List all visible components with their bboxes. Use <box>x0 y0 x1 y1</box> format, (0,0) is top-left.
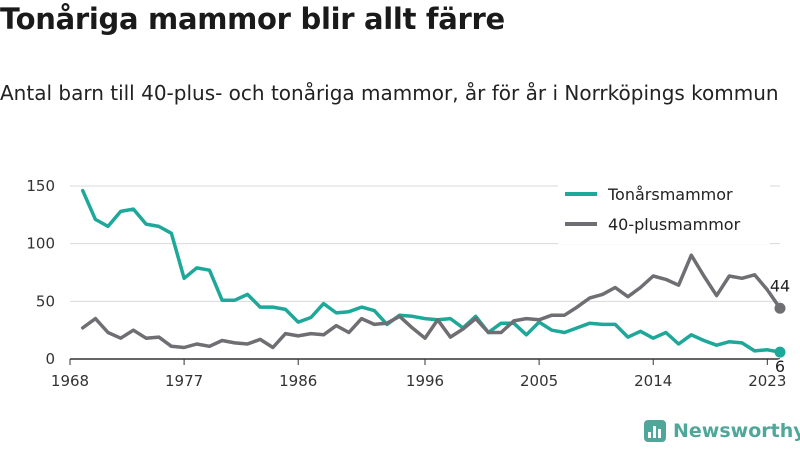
y-tick-label-50: 50 <box>36 292 55 310</box>
page-title: Tonåriga mammor blir allt färre <box>0 2 505 36</box>
y-tick-label-100: 100 <box>26 235 55 253</box>
endpoint-ton-rsmammor <box>774 346 786 358</box>
endpoint-40-plusmammor <box>774 302 786 314</box>
x-tick-label-1986: 1986 <box>279 372 317 390</box>
x-tick-label-1977: 1977 <box>165 372 203 390</box>
chart-subtitle: Antal barn till 40-plus- och tonåriga ma… <box>0 81 779 105</box>
x-tick-label-1968: 1968 <box>51 372 89 390</box>
x-tick-label-2005: 2005 <box>520 372 558 390</box>
legend-label-ton-rsmammor: Tonårsmammor <box>607 185 733 204</box>
x-tick-label-2023: 2023 <box>748 372 786 390</box>
y-tick-label-0: 0 <box>45 350 55 368</box>
series-line-ton-rsmammor <box>80 188 782 354</box>
end-label-ton-rsmammor: 6 <box>775 357 785 376</box>
legend-background <box>558 180 770 244</box>
series-line-40-plusmammor <box>80 253 782 350</box>
end-label-40-plusmammor: 44 <box>770 276 790 295</box>
series-lines: 6 44 <box>80 188 792 378</box>
brand-name: Newsworthy <box>673 420 800 442</box>
legend: Tonårsmammor 40-plusmammor <box>558 180 770 244</box>
x-tick-label-2014: 2014 <box>634 372 672 390</box>
x-tick-label-1996: 1996 <box>406 372 444 390</box>
bar-chart-icon <box>644 420 666 442</box>
axes: 0 50 100 150 1968 1977 1986 1996 2005 2014 2023 <box>26 177 786 390</box>
newsworthy-brand: Newsworthy <box>644 420 800 442</box>
legend-label-40-plusmammor: 40-plusmammor <box>608 215 741 234</box>
y-tick-label-150: 150 <box>26 177 55 195</box>
